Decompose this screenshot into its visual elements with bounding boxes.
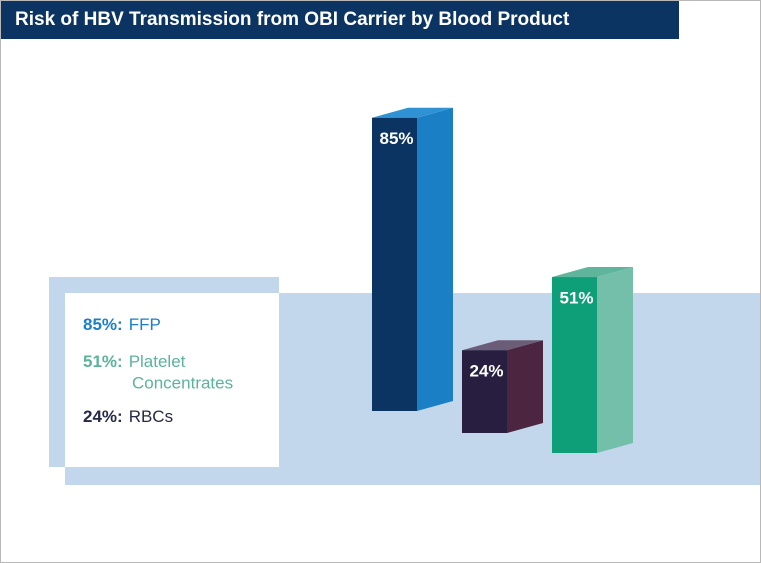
bar-side xyxy=(597,267,633,453)
legend-entry: 51%: Platelet xyxy=(83,352,186,371)
legend-box xyxy=(65,293,279,467)
legend-label: RBCs xyxy=(129,407,173,426)
value-label: 51% xyxy=(559,289,593,308)
bar-side xyxy=(417,107,453,411)
bar-top xyxy=(552,267,633,278)
title-bar xyxy=(1,1,679,39)
legend-value: 51%: xyxy=(83,352,123,371)
bar-side xyxy=(507,340,543,433)
value-label: 85% xyxy=(379,129,413,148)
bar xyxy=(462,350,507,433)
legend-entry: 85%: FFP xyxy=(83,315,161,334)
bar-top xyxy=(462,340,543,351)
legend-entry: 24%: RBCs xyxy=(83,407,173,426)
chart-title: Risk of HBV Transmission from OBI Carrie… xyxy=(15,9,570,30)
bar-top xyxy=(372,107,453,118)
value-label: 24% xyxy=(469,362,503,381)
legend-label: FFP xyxy=(129,315,161,334)
legend-value: 24%: xyxy=(83,407,123,426)
legend-value: 85%: xyxy=(83,315,123,334)
bar xyxy=(372,117,417,411)
bar xyxy=(552,277,597,453)
legend-label-wrap: Concentrates xyxy=(132,373,233,392)
legend-label: Platelet xyxy=(129,352,186,371)
